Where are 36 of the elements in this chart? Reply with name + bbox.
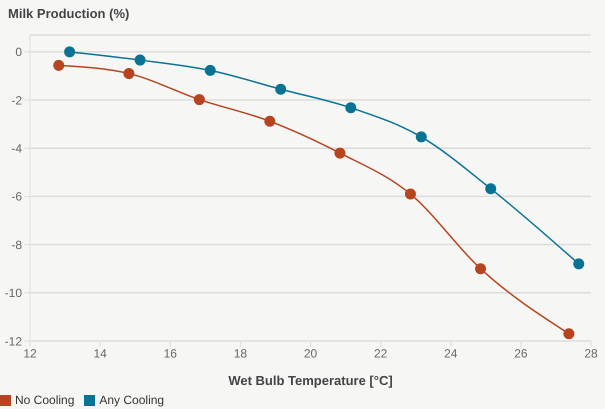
- x-tick-label: 28: [584, 346, 598, 361]
- x-tick-label: 16: [164, 346, 178, 361]
- y-tick-label: -4: [11, 142, 22, 156]
- x-tick-label: 24: [444, 346, 458, 361]
- point: [123, 68, 134, 80]
- y-tick-label: 0: [15, 45, 22, 60]
- point: [334, 148, 346, 159]
- x-tick-label: 22: [374, 346, 388, 361]
- chart-title: Milk Production (%): [8, 6, 130, 21]
- point: [404, 188, 416, 200]
- x-tick-label: 18: [234, 346, 248, 361]
- point: [194, 94, 205, 106]
- point: [485, 183, 496, 194]
- point: [563, 328, 574, 340]
- point: [134, 54, 146, 66]
- point: [64, 46, 76, 58]
- y-tick-label: -12: [4, 334, 22, 348]
- point: [475, 263, 486, 274]
- x-tick-label: 12: [23, 346, 37, 361]
- y-tick-label: -6: [11, 190, 22, 204]
- point: [573, 258, 584, 270]
- point: [264, 116, 276, 127]
- x-tick-label: 20: [304, 346, 318, 361]
- y-tick-label: -2: [11, 93, 22, 108]
- point: [416, 131, 427, 142]
- x-tick-label: 14: [93, 346, 108, 361]
- y-tick-label: -10: [4, 286, 22, 300]
- legend-label: No Cooling: [15, 393, 74, 407]
- legend-label: Any Cooling: [99, 393, 164, 407]
- point: [345, 102, 356, 114]
- y-tick-label: -8: [11, 238, 22, 252]
- point: [53, 60, 64, 71]
- x-tick-label: 26: [514, 346, 528, 361]
- point: [275, 84, 286, 95]
- x-axis-title: Wet Bulb Temperature [°C]: [228, 373, 393, 388]
- point: [204, 64, 216, 76]
